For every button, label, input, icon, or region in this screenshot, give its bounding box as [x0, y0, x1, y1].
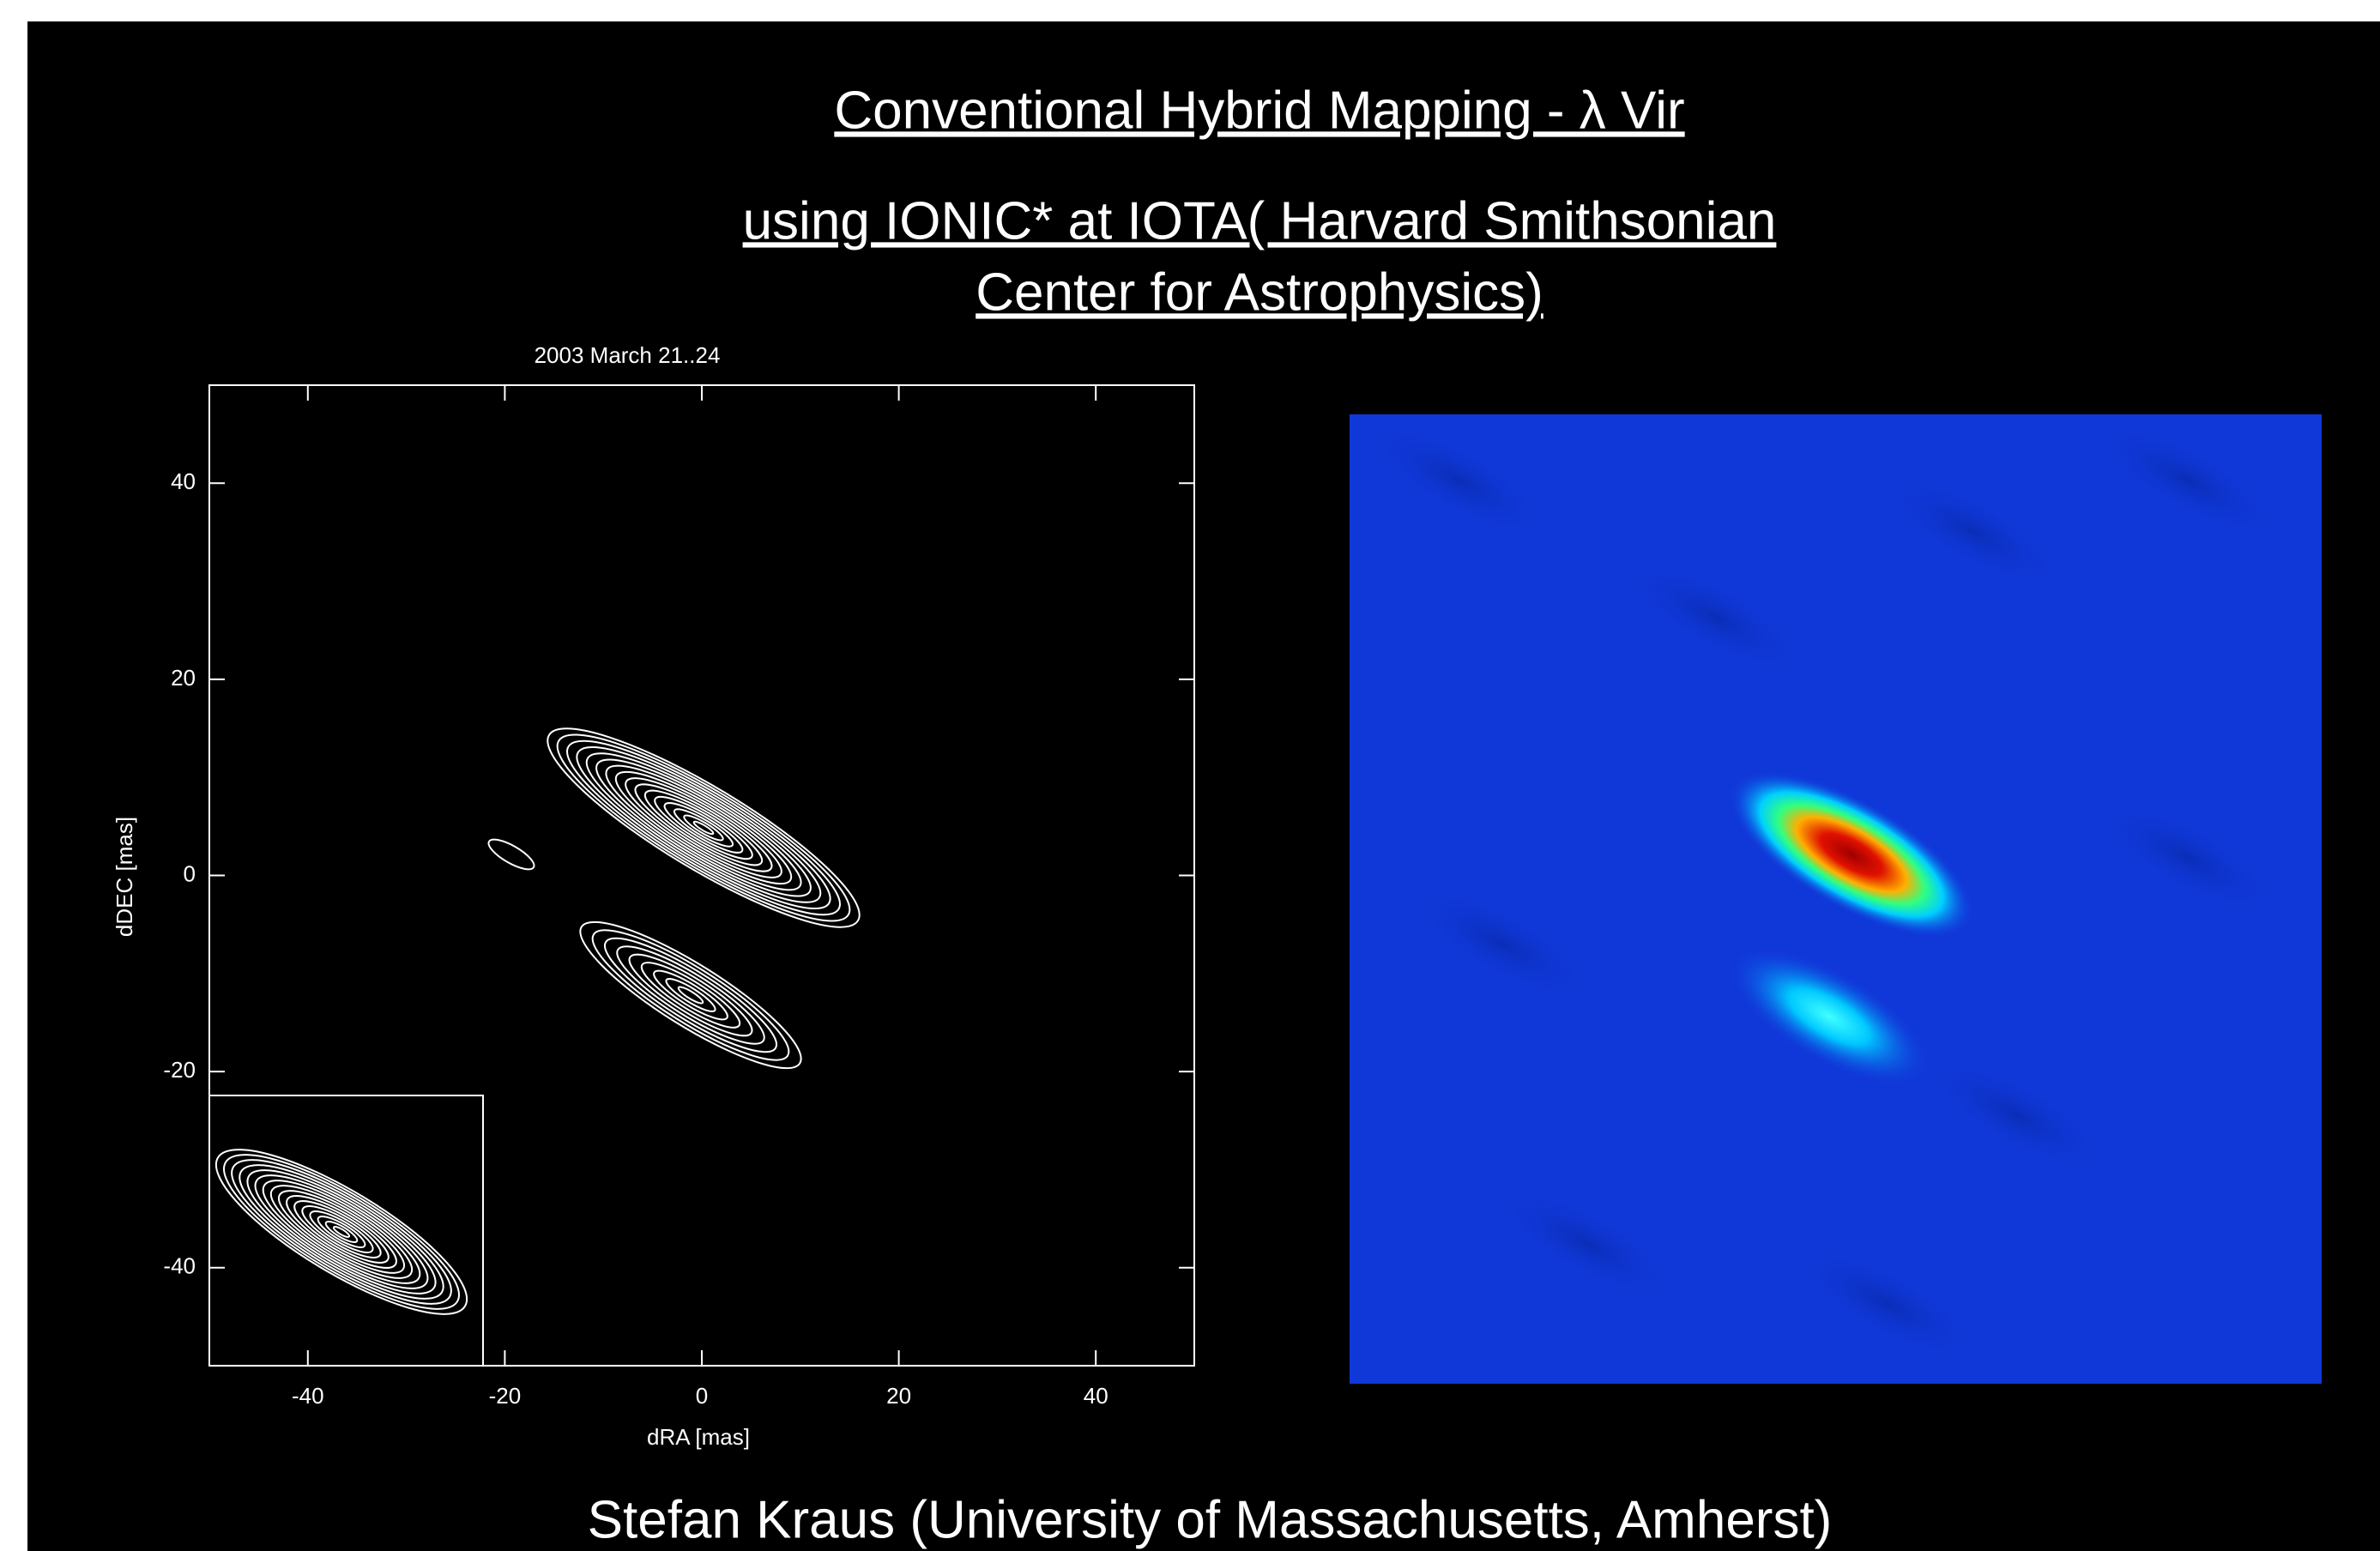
reconstructed-image [1350, 401, 2322, 1384]
chart-title: 2003 March 21..24 [535, 342, 721, 368]
y-tick-label: 0 [184, 860, 196, 886]
x-tick-label: 40 [1084, 1383, 1108, 1409]
y-axis-label: dDEC [mas] [112, 817, 137, 937]
y-tick-label: 40 [171, 468, 196, 494]
x-tick-label: -20 [489, 1383, 522, 1409]
x-tick-label: 20 [886, 1383, 911, 1409]
slide: Conventional Hybrid Mapping - λ Vir usin… [0, 0, 2380, 1551]
x-axis-label: dRA [mas] [647, 1424, 750, 1450]
slide-subtitle: Center for Astrophysics) [976, 263, 1543, 322]
slide-footer: Stefan Kraus (University of Massachusett… [588, 1490, 1833, 1549]
slide-title: Conventional Hybrid Mapping - λ Vir [834, 81, 1684, 140]
x-tick-label: -40 [292, 1383, 324, 1409]
y-tick-label: -40 [163, 1253, 196, 1279]
y-tick-label: -20 [163, 1057, 196, 1083]
y-tick-label: 20 [171, 665, 196, 691]
x-tick-label: 0 [696, 1383, 708, 1409]
slide-subtitle: using IONIC* at IOTA( Harvard Smithsonia… [743, 191, 1777, 250]
